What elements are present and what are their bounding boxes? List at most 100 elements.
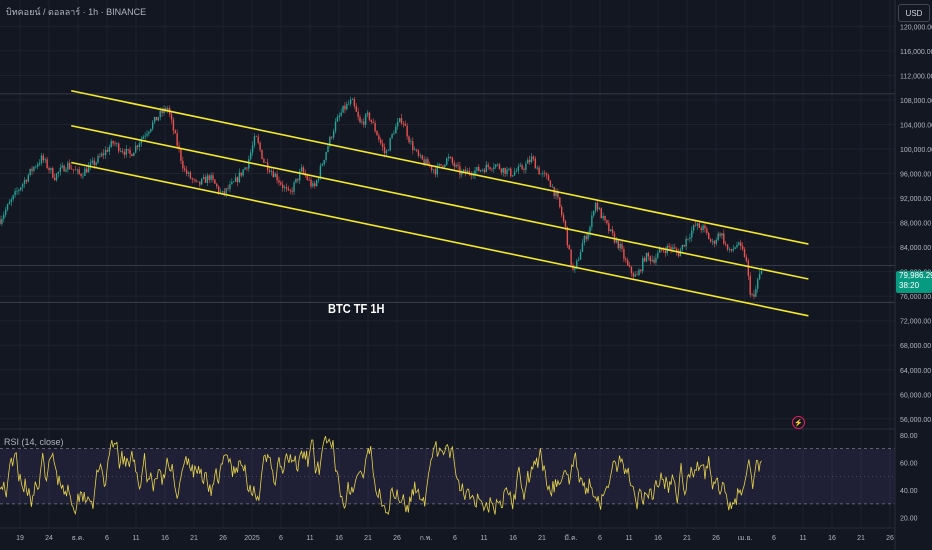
candle-body xyxy=(610,229,612,232)
candle-body xyxy=(319,165,322,179)
candle-body xyxy=(634,274,636,277)
candle-body xyxy=(651,259,653,262)
currency-button[interactable]: USD xyxy=(898,4,930,22)
candle-body xyxy=(21,183,24,188)
candle-body xyxy=(14,191,16,196)
candle-body xyxy=(129,149,131,154)
time-tick-label: 11 xyxy=(799,535,806,542)
candle-body xyxy=(133,152,135,157)
candle-body xyxy=(604,215,606,221)
candle-body xyxy=(645,252,648,262)
time-tick-label: 26 xyxy=(886,535,894,542)
candle-body xyxy=(485,164,488,173)
candle-body xyxy=(306,175,308,180)
candle-body xyxy=(576,260,578,268)
candle-body xyxy=(464,169,467,174)
candle-body xyxy=(453,162,455,167)
time-axis[interactable]: 19 24 ธ.ค. 6 11 16 21 26 2025 6 11 16 21 26 ก.พ. 6 11 16 2… xyxy=(16,534,894,542)
candle-body xyxy=(112,141,114,144)
candle-body xyxy=(31,168,33,171)
candle-body xyxy=(10,199,13,203)
candle-body xyxy=(102,153,105,155)
price-tick-label: 64,000.00 xyxy=(900,368,931,375)
price-tick-label: 104,000.00 xyxy=(900,122,932,129)
time-tick-label: 16 xyxy=(654,535,662,542)
last-price-value: 79,986.29 xyxy=(899,271,932,280)
candle-body xyxy=(123,152,126,155)
candle-body xyxy=(283,187,286,188)
candle-body xyxy=(253,136,256,146)
candle-body xyxy=(170,114,173,120)
candle-body xyxy=(376,131,378,136)
candle-body xyxy=(176,133,178,146)
candle-body xyxy=(221,191,224,192)
candle-body xyxy=(683,244,685,247)
candle-body xyxy=(551,186,553,188)
time-tick-label: 16 xyxy=(161,535,169,542)
candle-body xyxy=(687,238,689,240)
candle-body xyxy=(359,116,361,123)
candle-body xyxy=(672,247,674,250)
chart-annotation[interactable]: BTC TF 1H xyxy=(328,301,385,316)
price-axis[interactable]: 120,000.00 116,000.00 112,000.00 108,000.00… xyxy=(900,24,932,423)
time-tick-label: 16 xyxy=(828,535,836,542)
bolt-icon[interactable]: ⚡ xyxy=(792,416,805,429)
candle-body xyxy=(715,239,717,244)
candle-body xyxy=(628,265,631,267)
candle-body xyxy=(55,173,58,181)
candle-body xyxy=(93,160,95,166)
candle-body xyxy=(711,240,714,242)
candle-body xyxy=(227,188,229,190)
candle-body xyxy=(108,147,111,152)
candle-body xyxy=(462,169,465,172)
candle-body xyxy=(370,119,373,122)
time-tick-label: 26 xyxy=(393,535,401,542)
time-tick-label: 11 xyxy=(625,535,632,542)
candle-body xyxy=(12,195,14,200)
symbol-title[interactable]: บิทคอยน์ / ดอลลาร์ · 1h · BINANCE xyxy=(6,7,147,17)
candle-body xyxy=(455,164,457,167)
candle-body xyxy=(427,159,429,165)
rsi-axis[interactable]: 80.00 60.00 40.00 20.00 xyxy=(900,433,918,523)
candle-body xyxy=(302,167,305,173)
candle-body xyxy=(131,153,133,157)
candle-body xyxy=(391,134,393,139)
candle-body xyxy=(78,169,80,174)
candle-body xyxy=(487,164,489,168)
candle-body xyxy=(374,123,376,132)
candle-body xyxy=(219,191,222,193)
candle-body xyxy=(70,168,73,170)
candle-body xyxy=(706,228,708,234)
candle-body xyxy=(623,248,625,259)
candle-body xyxy=(297,178,299,181)
rsi-indicator-label[interactable]: RSI (14, close) xyxy=(4,437,64,447)
candle-body xyxy=(602,215,604,219)
candle-body xyxy=(315,180,318,187)
candle-body xyxy=(353,99,356,107)
candle-body xyxy=(547,175,550,181)
candle-body xyxy=(321,164,324,166)
candle-body xyxy=(249,152,252,160)
candle-body xyxy=(457,164,459,167)
candle-body xyxy=(52,168,54,178)
candle-body xyxy=(310,179,312,187)
candle-body xyxy=(608,223,610,232)
candle-body xyxy=(406,125,408,137)
candle-body xyxy=(182,160,184,169)
candle-body xyxy=(44,159,46,161)
candle-body xyxy=(444,164,446,167)
time-tick-label: ก.พ. xyxy=(420,535,433,542)
candle-body xyxy=(587,233,589,240)
price-tick-label: 108,000.00 xyxy=(900,98,932,105)
candle-body xyxy=(642,258,644,272)
candle-body xyxy=(61,165,63,168)
rsi-tick-label: 40.00 xyxy=(900,488,918,495)
candle-body xyxy=(600,208,602,219)
candle-body xyxy=(741,245,744,250)
candle-body xyxy=(434,169,437,175)
candle-body xyxy=(357,111,359,117)
candle-body xyxy=(27,175,29,182)
candle-body xyxy=(483,169,486,173)
channel-lines[interactable] xyxy=(71,89,809,317)
